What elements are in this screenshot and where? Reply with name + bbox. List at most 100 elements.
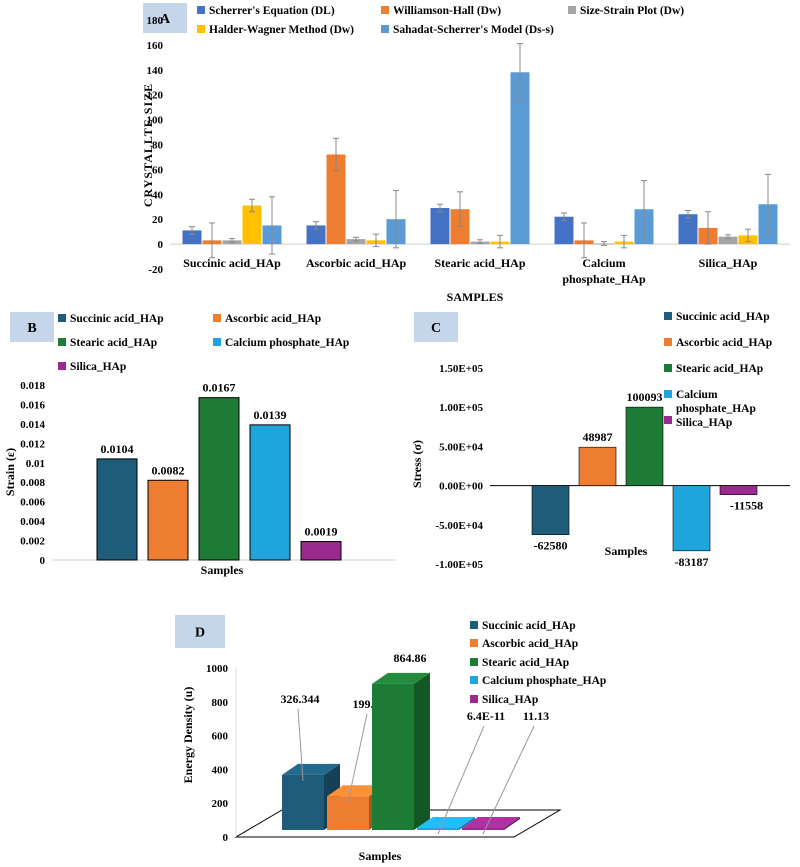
y-axis-label-d: Energy Density (u) [181, 687, 195, 784]
y-tick-a: 80 [152, 140, 164, 152]
panel-a-label-box [143, 3, 187, 33]
legend-a-label-1: Williamson-Hall (Dw) [393, 5, 501, 17]
y-tick-d: 200 [212, 798, 229, 810]
y-tick-a: 40 [152, 189, 164, 201]
legend-a-swatch-4 [381, 25, 389, 33]
y-tick-a: 140 [147, 65, 164, 77]
legend-b-swatch-0 [58, 314, 66, 322]
y-tick-d: 400 [212, 764, 229, 776]
bar-d-front-2 [372, 683, 414, 830]
legend-b-label-1: Ascorbic acid_HAp [225, 313, 321, 325]
legend-d-swatch-2 [470, 658, 478, 666]
y-tick-b: 0.014 [20, 419, 45, 431]
data-label-c-3: -83187 [675, 555, 709, 569]
bar-a-0-0 [182, 230, 202, 245]
y-tick-c: 5.00E+04 [439, 441, 483, 453]
bar-d-top-2 [372, 672, 430, 684]
legend-a-label-4: Sahadat-Scherrer's Model (Ds-s) [393, 24, 554, 36]
legend-a-label-0: Scherrer's Equation (DL) [209, 5, 335, 17]
data-label-d-3: 6.4E-11 [467, 709, 505, 723]
leader-line-d-4 [482, 725, 535, 835]
bar-a-4-0 [678, 214, 698, 245]
leader-line-d-3 [437, 725, 485, 835]
panel-b-strain-chart: B Succinic acid_HAp Ascorbic acid_HAp Stear… [3, 312, 395, 577]
legend-a-swatch-0 [197, 6, 205, 14]
data-label-c-0: -62580 [534, 539, 568, 553]
y-tick-c: 1.00E+05 [439, 402, 483, 414]
bar-a-1-0 [306, 225, 326, 245]
legend-d-label-1: Ascorbic acid_HAp [482, 638, 578, 650]
panel-a-label: A [160, 12, 171, 27]
y-axis-label-a: CRYSTALLTE SIZE [141, 83, 155, 207]
y-tick-b: 0.01 [26, 458, 45, 470]
data-label-b-3: 0.0139 [254, 408, 287, 422]
x-tick-a-0: Succinic acid_HAp [183, 256, 281, 270]
legend-a-label-2: Size-Strain Plot (Dw) [580, 5, 684, 17]
data-label-d-0: 326.344 [281, 692, 320, 706]
legend-b-swatch-3 [213, 338, 221, 346]
x-axis-label-c: Samples [605, 544, 648, 558]
bar-d-side-3 [459, 817, 475, 830]
legend-c-swatch-0 [664, 312, 672, 320]
y-tick-b: 0.018 [20, 380, 45, 392]
y-tick-b: 0.012 [20, 438, 45, 450]
panel-c-stress-chart: C Succinic acid_HAp Ascorbic acid_HAp Stear… [410, 311, 790, 571]
y-tick-b: 0.016 [20, 399, 45, 411]
legend-c-label-0: Succinic acid_HAp [676, 311, 770, 323]
y-tick-b: 0.006 [20, 497, 45, 509]
bar-c-2 [625, 406, 664, 486]
y-tick-b: 0 [40, 555, 46, 567]
y-tick-d: 600 [212, 731, 229, 743]
panel-a-crystallite-size-chart: A Scherrer's Equation (DL) Williamson-Hall… [141, 3, 790, 304]
bar-d-front-4 [462, 828, 504, 830]
y-tick-a: 160 [147, 40, 164, 52]
panel-b-label-box [10, 312, 54, 342]
y-tick-a: 60 [152, 164, 164, 176]
legend-d-swatch-3 [470, 676, 478, 684]
legend-b-swatch-1 [213, 314, 221, 322]
legend-c-label-1: Ascorbic acid_HAp [676, 337, 772, 349]
legend-d-label-4: Silica_HAp [482, 694, 538, 706]
legend-c-swatch-2 [664, 364, 672, 372]
y-axis-label-b: Strain (ε) [3, 448, 17, 496]
y-tick-a: 0 [158, 239, 164, 251]
legend-c-label-3: Calcium [676, 389, 718, 401]
bar-a-2-0 [430, 207, 450, 245]
y-tick-c: 0.00E+00 [439, 481, 483, 493]
bar-b-2 [198, 397, 240, 561]
data-label-d-4: 11.13 [523, 709, 549, 723]
bar-b-1 [147, 479, 189, 561]
y-tick-d: 0 [223, 832, 229, 844]
leader-line-d-1 [347, 713, 368, 803]
bar-d-side-4 [504, 817, 520, 830]
legend-b-label-0: Succinic acid_HAp [70, 313, 164, 325]
bar-a-0-3 [242, 205, 262, 245]
legend-c-label-2: Stearic acid_HAp [676, 363, 763, 375]
bar-d-side-2 [414, 672, 430, 830]
panel-d-label: D [195, 626, 205, 641]
x-tick-a-2: Stearic acid_HAp [435, 256, 526, 270]
legend-a-label-3: Halder-Wagner Method (Dw) [209, 24, 354, 36]
legend-b-label-4: Silica_HAp [70, 361, 126, 373]
x-tick-a-4: Silica_HAp [699, 256, 758, 270]
legend-d-label-2: Stearic acid_HAp [482, 657, 569, 669]
y-tick-a: -20 [148, 264, 163, 276]
panel-c-label-box [414, 312, 458, 342]
legend-c-swatch-4 [664, 416, 672, 424]
bar-b-0 [96, 458, 138, 561]
legend-b-swatch-2 [58, 338, 66, 346]
x-tick-a-1: Ascorbic acid_HAp [306, 256, 407, 270]
leader-line-d-0 [297, 708, 304, 781]
legend-a-swatch-3 [197, 25, 205, 33]
legend-d-swatch-4 [470, 695, 478, 703]
bar-d-front-3 [417, 828, 459, 830]
bar-c-0 [531, 485, 570, 535]
y-axis-label-c: Stress (σ) [410, 440, 424, 488]
legend-d-label-0: Succinic acid_HAp [482, 620, 576, 632]
y-tick-a: 120 [147, 90, 164, 102]
x-tick-a-3-line2: phosphate_HAp [562, 272, 646, 286]
panel-d-label-box [175, 615, 225, 648]
y-tick-b: 0.002 [20, 536, 45, 548]
bar-a-1-1 [326, 154, 346, 245]
legend-a-swatch-1 [381, 6, 389, 14]
